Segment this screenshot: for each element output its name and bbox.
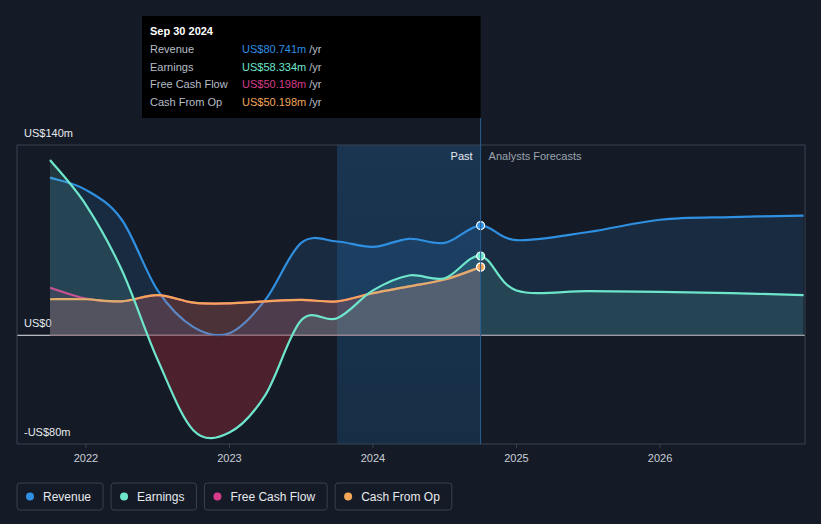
x-tick-label: 2024 bbox=[361, 452, 385, 464]
tooltip-value: US$80.741m bbox=[242, 43, 306, 55]
tooltip-label: Revenue bbox=[150, 43, 194, 55]
tooltip-value: US$50.198m bbox=[242, 78, 306, 90]
tooltip-unit: /yr bbox=[309, 78, 322, 90]
legend-swatch bbox=[120, 493, 128, 501]
tooltip-unit: /yr bbox=[309, 61, 322, 73]
series-line bbox=[50, 160, 804, 438]
chart: -US$80m US$0 US$140m 2022 2023 2024 2025 2026 Pa… bbox=[0, 0, 821, 524]
y-tick-label: US$140m bbox=[24, 127, 73, 139]
x-tick-label: 2022 bbox=[74, 452, 98, 464]
grid-line bbox=[17, 145, 805, 146]
legend-label: Earnings bbox=[137, 490, 184, 504]
legend-swatch bbox=[344, 493, 352, 501]
grid-line bbox=[17, 444, 805, 445]
legend-item: Revenue bbox=[17, 483, 103, 510]
x-tick bbox=[229, 444, 230, 448]
y-tick-label: -US$80m bbox=[24, 426, 70, 438]
annotation: Analysts Forecasts bbox=[489, 150, 582, 162]
legend-swatch bbox=[26, 493, 34, 501]
series-area bbox=[50, 160, 804, 335]
tooltip-label: Earnings bbox=[150, 61, 194, 73]
legend-box bbox=[111, 483, 196, 510]
x-tick bbox=[516, 444, 517, 448]
divider bbox=[480, 118, 481, 444]
legend-box bbox=[204, 483, 327, 510]
plot-area bbox=[50, 160, 804, 438]
legend-item: Free Cash Flow bbox=[204, 483, 327, 510]
x-tick-label: 2026 bbox=[648, 452, 672, 464]
tooltip-value: US$58.334m bbox=[242, 61, 306, 73]
legend-item: Earnings bbox=[111, 483, 196, 510]
legend-box bbox=[17, 483, 103, 510]
legend-item: Cash From Op bbox=[335, 483, 452, 510]
legend-box bbox=[335, 483, 452, 510]
x-tick-label: 2023 bbox=[217, 452, 241, 464]
axis-line bbox=[17, 145, 18, 444]
axis-line bbox=[805, 145, 806, 444]
annotation: Past bbox=[451, 150, 473, 162]
x-tick bbox=[372, 444, 373, 448]
tooltip-value: US$50.198m bbox=[242, 96, 306, 108]
tooltip-title: Sep 30 2024 bbox=[150, 25, 214, 37]
tooltip-unit: /yr bbox=[309, 96, 322, 108]
x-tick-label: 2025 bbox=[504, 452, 528, 464]
x-tick bbox=[85, 444, 86, 448]
tooltip-unit: /yr bbox=[309, 43, 322, 55]
legend-swatch bbox=[213, 493, 221, 501]
series-area-negative bbox=[50, 335, 804, 438]
legend-label: Revenue bbox=[43, 490, 91, 504]
tooltip-box bbox=[142, 16, 481, 118]
legend-label: Cash From Op bbox=[361, 490, 440, 504]
x-tick bbox=[660, 444, 661, 448]
legend-label: Free Cash Flow bbox=[230, 490, 315, 504]
tooltip-label: Cash From Op bbox=[150, 96, 222, 108]
tooltip-label: Free Cash Flow bbox=[150, 78, 228, 90]
y-tick-label: US$0 bbox=[24, 317, 52, 329]
